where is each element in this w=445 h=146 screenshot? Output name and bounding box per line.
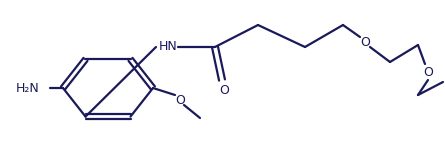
Text: HN: HN	[158, 40, 178, 53]
Text: H₂N: H₂N	[16, 81, 40, 94]
Text: O: O	[219, 84, 229, 97]
Text: O: O	[360, 35, 370, 48]
Text: O: O	[175, 93, 185, 106]
Text: O: O	[423, 66, 433, 79]
